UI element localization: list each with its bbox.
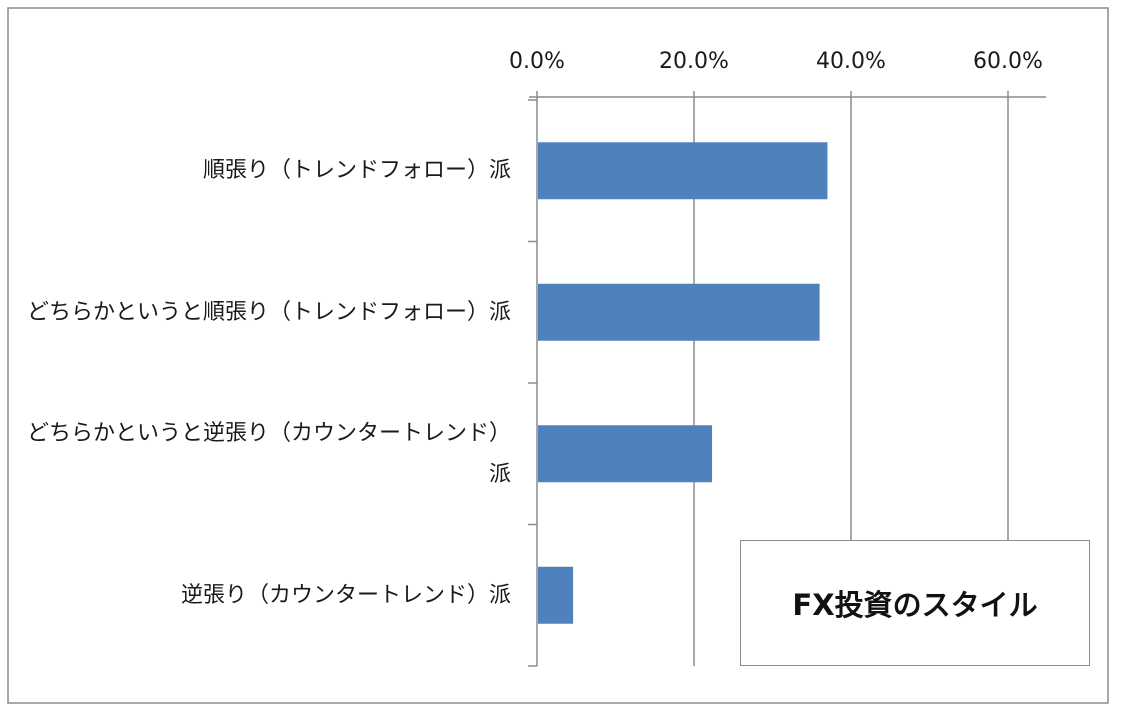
bar [538,283,820,341]
bar [538,566,574,624]
bar [538,425,713,483]
axes [528,91,1046,667]
y-category-label: どちらかというと逆張り（カウンタートレンド）派 [26,420,511,487]
bars [538,142,828,624]
x-tick-label: 40.0% [816,49,886,74]
x-tick-label: 20.0% [659,49,729,74]
chart-title-box: FX投資のスタイル [740,540,1090,666]
y-category-label: どちらかというと順張り（トレンドフォロー）派 [26,299,511,325]
y-category-label: 順張り（トレンドフォロー）派 [202,158,511,184]
x-tick-labels: 0.0% 20.0% 40.0% 60.0% [509,49,1043,74]
x-tick-label: 60.0% [973,49,1043,74]
bar [538,142,828,200]
x-tick-label: 0.0% [509,49,565,74]
chart-title: FX投資のスタイル [792,588,1038,622]
y-category-label: 逆張り（カウンタートレンド）派 [180,582,511,608]
